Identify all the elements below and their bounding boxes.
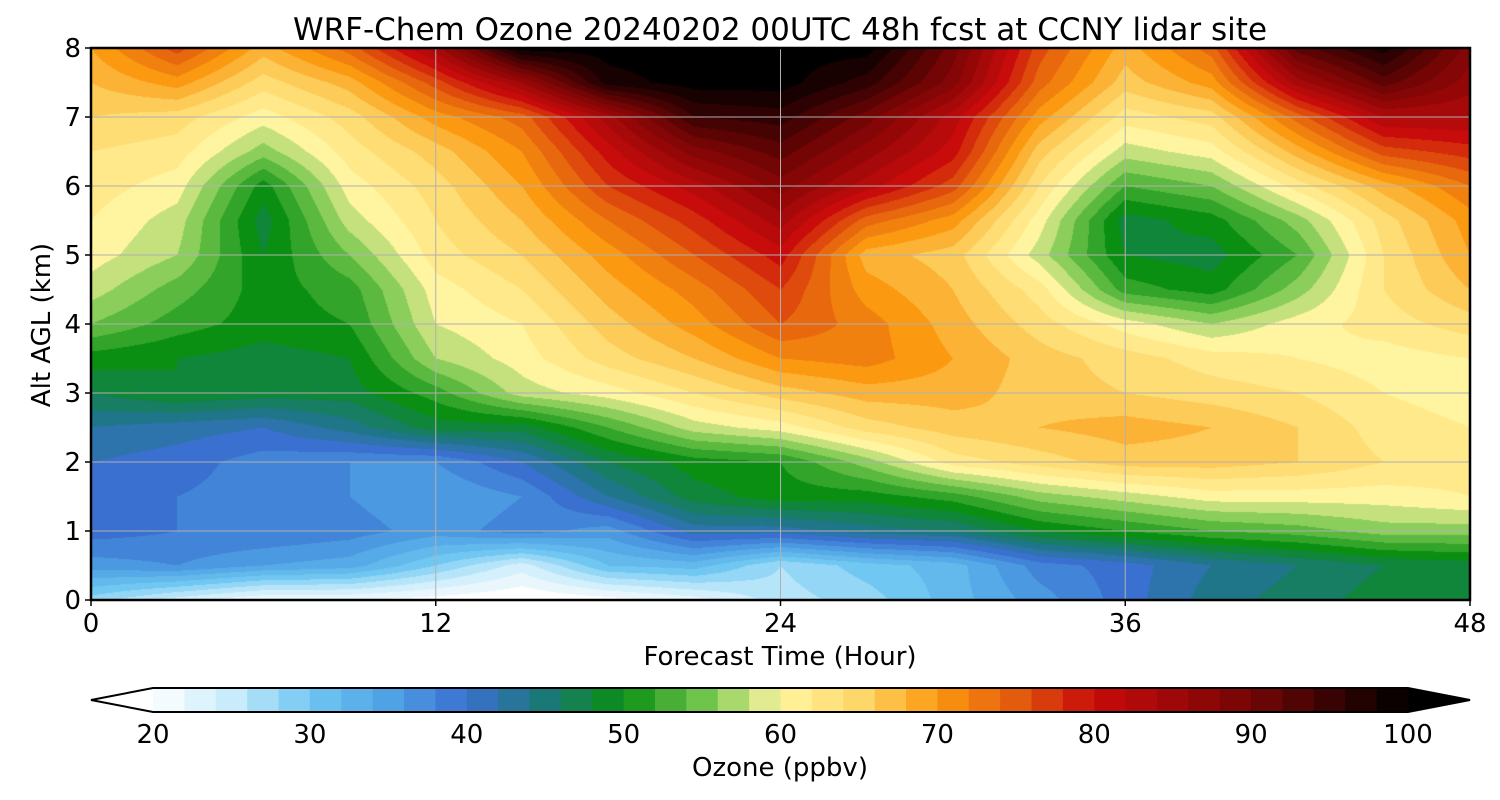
colorbar-swatch <box>215 688 248 712</box>
colorbar-swatch <box>247 688 280 712</box>
x-axis-ticks: 0 12 24 36 48 <box>83 600 1487 639</box>
colorbar-swatch <box>1376 688 1409 712</box>
colorbar-swatch <box>592 688 625 712</box>
x-tick-label: 36 <box>1109 609 1142 639</box>
colorbar-swatch <box>1157 688 1189 712</box>
y-tick-label: 0 <box>64 586 81 616</box>
colorbar-swatch <box>309 688 342 712</box>
colorbar-swatch <box>341 688 374 712</box>
y-tick-label: 2 <box>64 448 81 478</box>
colorbar-swatch <box>843 688 876 712</box>
colorbar-swatch <box>498 688 531 712</box>
colorbar-swatch <box>874 688 907 712</box>
y-tick-label: 8 <box>64 34 81 64</box>
y-tick-label: 3 <box>64 379 81 409</box>
colorbar-swatch <box>184 688 217 712</box>
colorbar-tick-label: 100 <box>1383 720 1433 750</box>
colorbar-swatch <box>1313 688 1346 712</box>
colorbar-swatch <box>1094 688 1127 712</box>
x-axis-label: Forecast Time (Hour) <box>643 642 916 672</box>
colorbar-tick-label: 30 <box>293 720 326 750</box>
y-tick-label: 6 <box>64 172 81 202</box>
x-tick-label: 48 <box>1453 609 1486 639</box>
colorbar-swatch <box>937 688 970 712</box>
colorbar-swatch <box>278 688 311 712</box>
colorbar-swatch <box>686 688 719 712</box>
colorbar-extend-high <box>1408 688 1470 712</box>
y-tick-label: 7 <box>64 103 81 133</box>
colorbar-extend-low <box>91 688 153 712</box>
colorbar-swatch <box>968 688 1001 712</box>
colorbar-swatch <box>623 688 656 712</box>
y-tick-label: 1 <box>64 517 81 547</box>
x-tick-label: 0 <box>83 609 100 639</box>
colorbar-swatch <box>811 688 844 712</box>
colorbar-tick-label: 80 <box>1078 720 1111 750</box>
x-tick-label: 24 <box>764 609 797 639</box>
colorbar-tick-label: 90 <box>1235 720 1268 750</box>
colorbar-swatch <box>153 688 185 712</box>
colorbar-swatch <box>717 688 750 712</box>
colorbar-swatch <box>1282 688 1315 712</box>
colorbar-outline <box>90 687 1471 713</box>
y-axis-label: Alt AGL (km) <box>27 243 57 407</box>
colorbar-ticks: 20 30 40 50 60 70 80 90 100 <box>136 720 1432 750</box>
colorbar <box>90 687 1471 713</box>
colorbar-swatch <box>1031 688 1064 712</box>
y-tick-label: 4 <box>64 310 81 340</box>
colorbar-tick-label: 40 <box>450 720 483 750</box>
colorbar-swatch <box>749 688 782 712</box>
y-axis-ticks: 0 1 2 3 4 5 6 7 8 <box>64 34 91 616</box>
colorbar-swatch <box>404 688 436 712</box>
chart-title: WRF-Chem Ozone 20240202 00UTC 48h fcst a… <box>293 12 1267 48</box>
colorbar-swatch <box>1000 688 1033 712</box>
colorbar-swatch <box>780 688 813 712</box>
colorbar-swatch <box>466 688 499 712</box>
colorbar-swatch <box>1219 688 1252 712</box>
colorbar-swatch <box>435 688 468 712</box>
x-tick-label: 12 <box>419 609 452 639</box>
colorbar-tick-label: 20 <box>136 720 169 750</box>
colorbar-tick-label: 60 <box>764 720 797 750</box>
colorbar-swatch <box>1345 688 1378 712</box>
y-tick-label: 5 <box>64 241 81 271</box>
colorbar-swatch <box>1251 688 1284 712</box>
colorbar-swatch <box>1125 688 1158 712</box>
colorbar-tick-label: 70 <box>921 720 954 750</box>
colorbar-swatch <box>372 688 405 712</box>
colorbar-swatch <box>1188 688 1221 712</box>
colorbar-swatch <box>1062 688 1095 712</box>
colorbar-label: Ozone (ppbv) <box>692 753 868 783</box>
colorbar-swatch <box>655 688 687 712</box>
colorbar-swatch <box>906 688 938 712</box>
colorbar-swatch <box>529 688 562 712</box>
colorbar-tick-label: 50 <box>607 720 640 750</box>
colorbar-swatch <box>560 688 593 712</box>
